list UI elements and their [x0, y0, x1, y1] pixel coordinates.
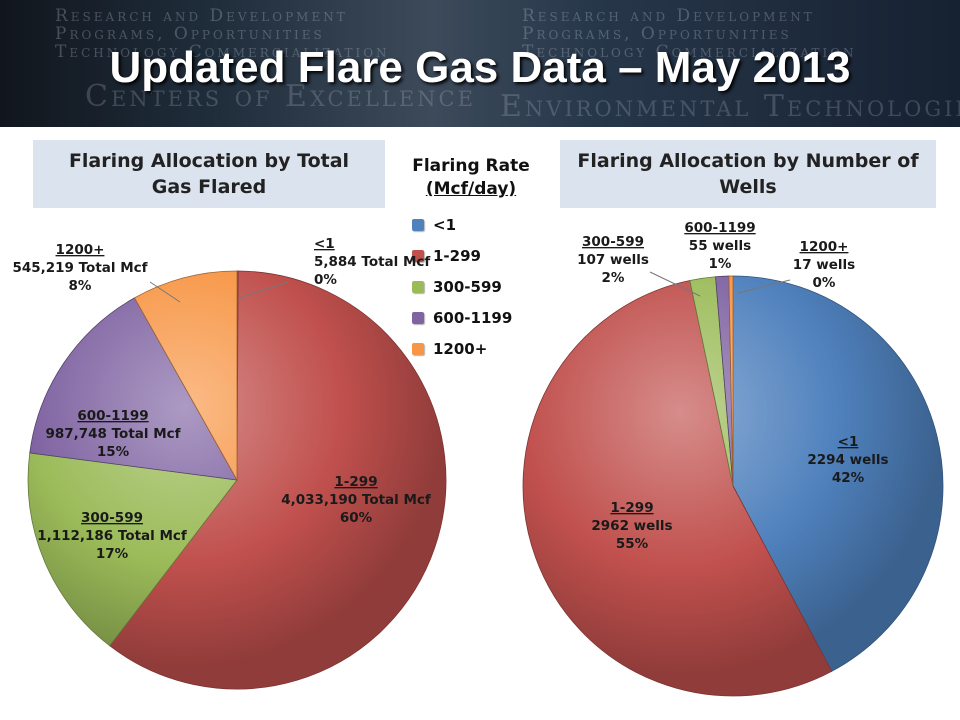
data-label-value: 107 wells — [577, 252, 649, 268]
data-label-percent: 60% — [340, 510, 373, 526]
legend-item: 600-1199 — [412, 302, 530, 333]
banner-text-1: Research and Development — [55, 6, 348, 26]
banner-text-6: Programs, Opportunities — [522, 24, 792, 44]
chart-title-wells: Flaring Allocation by Number of Wells — [560, 140, 936, 208]
legend-title-line2: (Mcf/day) — [425, 179, 517, 199]
banner-text-7: Technology Commercialization — [522, 42, 857, 62]
legend-item: 300-599 — [412, 271, 530, 302]
data-label-category: 600-1199 — [684, 220, 755, 236]
pie-slice — [29, 297, 238, 481]
data-label-value: 2294 wells — [807, 452, 888, 468]
data-label: 300-599 1,112,186 Total Mcf 17% — [37, 510, 187, 562]
data-label-percent: 15% — [97, 444, 130, 460]
pie-chart-wells: <1 2294 wells 42% 1-299 2962 wells 55% 300-599… — [522, 220, 944, 697]
legend-label: 1200+ — [433, 339, 488, 358]
data-label: 1-299 2962 wells 55% — [591, 500, 672, 552]
data-label-value: 5,884 Total Mcf — [314, 254, 430, 270]
pie-slice — [522, 280, 833, 697]
data-label: 1200+ 17 wells 0% — [793, 239, 855, 291]
legend-item: 1-299 — [412, 240, 530, 271]
legend-swatch — [412, 311, 424, 324]
header-banner: Research and Development Programs, Oppor… — [0, 0, 960, 127]
pie-slice — [732, 275, 944, 672]
legend-label: <1 — [433, 215, 457, 234]
data-label: <1 2294 wells 42% — [807, 434, 888, 486]
banner-text-2: Programs, Opportunities — [55, 24, 325, 44]
banner-text-3: Technology Commercialization — [55, 42, 390, 62]
data-label: 600-1199 55 wells 1% — [684, 220, 755, 272]
slide-title: Updated Flare Gas Data – May 2013 — [109, 43, 851, 92]
data-label: 1-299 4,033,190 Total Mcf 60% — [281, 474, 431, 526]
chart-title-gas: Flaring Allocation by Total Gas Flared — [33, 140, 385, 208]
legend-label: 1-299 — [433, 246, 481, 265]
leader-line — [649, 271, 701, 297]
data-label-category: <1 — [314, 236, 335, 252]
data-label: 1200+ 545,219 Total Mcf 8% — [12, 242, 147, 294]
legend-item: 1200+ — [412, 333, 530, 364]
data-label-percent: 1% — [709, 256, 732, 272]
data-label-value: 987,748 Total Mcf — [45, 426, 180, 442]
legend-list: <1 1-299 300-599 600-1199 1200+ — [412, 209, 530, 364]
legend-label: 300-599 — [433, 277, 502, 296]
banner-text-5: Research and Development — [522, 6, 815, 26]
pie-slice — [133, 270, 238, 482]
data-label-category: 1200+ — [56, 242, 105, 258]
legend-swatch — [412, 249, 424, 262]
leader-line — [737, 279, 791, 294]
data-label-percent: 42% — [832, 470, 865, 486]
data-label-value: 17 wells — [793, 257, 855, 273]
leader-line — [149, 281, 181, 303]
data-label-category: <1 — [838, 434, 859, 450]
data-label-value: 545,219 Total Mcf — [12, 260, 147, 276]
data-label-value: 1,112,186 Total Mcf — [37, 528, 187, 544]
data-label-percent: 0% — [813, 275, 836, 291]
legend-swatch — [412, 218, 424, 231]
pie-slice — [27, 452, 238, 647]
data-label-percent: 8% — [69, 278, 92, 294]
legend-swatch — [412, 280, 424, 293]
data-label-category: 1-299 — [610, 500, 653, 516]
legend-label: 600-1199 — [433, 308, 513, 327]
legend-swatch — [412, 342, 424, 355]
data-label-percent: 55% — [616, 536, 649, 552]
data-label: 600-1199 987,748 Total Mcf 15% — [45, 408, 180, 460]
data-label-value: 4,033,190 Total Mcf — [281, 492, 431, 508]
data-label-category: 600-1199 — [77, 408, 148, 424]
leader-line — [237, 281, 289, 301]
legend-title-line1: Flaring Rate — [412, 156, 530, 176]
data-label-category: 1200+ — [800, 239, 849, 255]
banner-text-4: Centers of Excellence — [85, 79, 476, 114]
data-label: <1 5,884 Total Mcf 0% — [314, 236, 430, 288]
pie-slice — [728, 275, 734, 487]
data-label-value: 2962 wells — [591, 518, 672, 534]
pie-chart-gas: <1 5,884 Total Mcf 0% 1-299 4,033,190 Total … — [12, 236, 447, 690]
legend-item: <1 — [412, 209, 530, 240]
data-label-value: 55 wells — [689, 238, 751, 254]
pie-slice — [109, 270, 447, 690]
data-label-category: 300-599 — [582, 234, 644, 250]
data-label-percent: 2% — [602, 270, 625, 286]
data-label-category: 300-599 — [81, 510, 143, 526]
banner-text-8: Environmental Technologies — [500, 89, 960, 124]
legend: Flaring Rate (Mcf/day) <1 1-299 300-599 600… — [412, 155, 530, 364]
data-label-category: 1-299 — [334, 474, 377, 490]
data-label: 300-599 107 wells 2% — [577, 234, 649, 286]
data-label-percent: 0% — [314, 272, 337, 288]
legend-title: Flaring Rate (Mcf/day) — [412, 155, 530, 201]
data-label-percent: 17% — [96, 546, 129, 562]
